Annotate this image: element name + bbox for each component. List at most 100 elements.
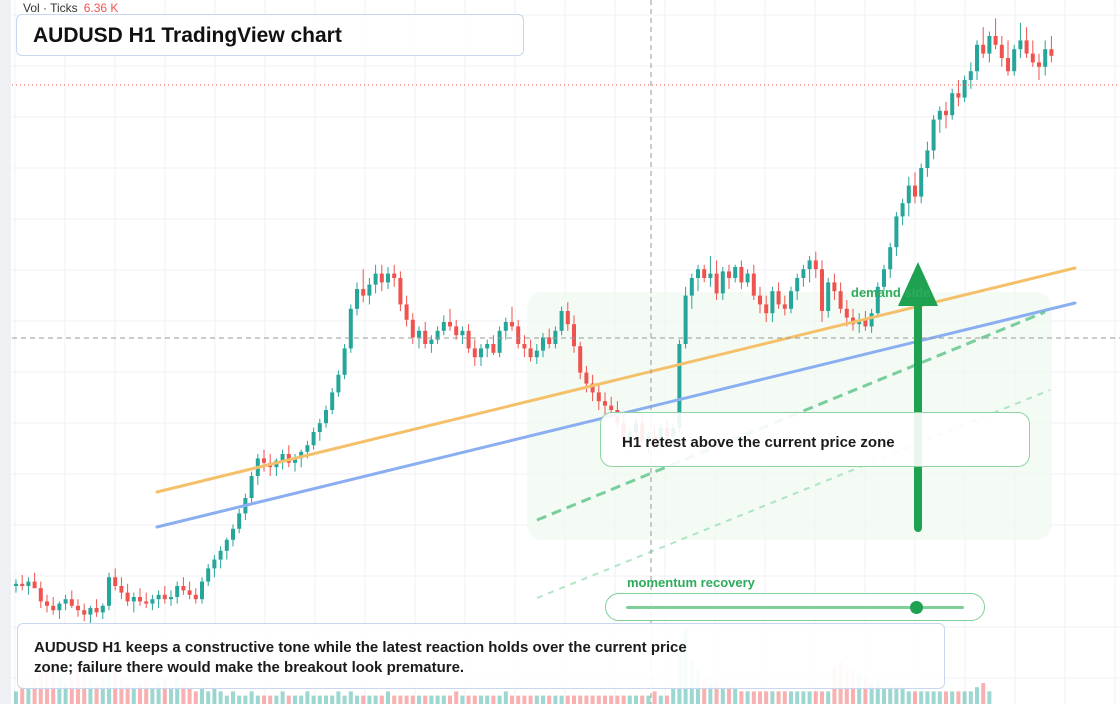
candle bbox=[448, 308, 452, 331]
volume-bar bbox=[435, 695, 440, 704]
candle-body bbox=[863, 319, 868, 327]
candle bbox=[218, 546, 223, 569]
candle-body bbox=[423, 330, 428, 344]
candle bbox=[485, 339, 490, 358]
candle-body bbox=[193, 594, 198, 600]
volume-bar bbox=[466, 695, 471, 704]
volume-bar bbox=[441, 695, 446, 704]
volume-bar bbox=[404, 695, 409, 704]
candle-body bbox=[107, 577, 111, 606]
candle bbox=[348, 304, 353, 353]
candle-body bbox=[913, 185, 917, 197]
title-box: AUDUSD H1 TradingView chart bbox=[16, 14, 524, 56]
candle-body bbox=[386, 273, 390, 283]
candle-body bbox=[553, 330, 558, 344]
candle-body bbox=[962, 80, 967, 98]
candle bbox=[466, 324, 471, 353]
candle bbox=[38, 581, 43, 608]
price-scale-strip bbox=[0, 0, 11, 704]
candle bbox=[175, 581, 180, 604]
volume-bar bbox=[138, 683, 142, 704]
candle bbox=[76, 599, 80, 617]
candle-body bbox=[231, 528, 235, 540]
volume-value: 6.36 K bbox=[83, 1, 119, 15]
candle bbox=[169, 590, 173, 606]
volume-bar bbox=[795, 691, 800, 704]
candle-body bbox=[944, 110, 948, 116]
candle bbox=[162, 586, 167, 604]
volume-bar bbox=[906, 691, 911, 704]
candle bbox=[373, 264, 378, 294]
candle-body bbox=[26, 581, 31, 586]
candle bbox=[423, 322, 428, 349]
candle-body bbox=[14, 583, 18, 586]
candle-body bbox=[609, 405, 614, 410]
volume-bar bbox=[634, 695, 638, 704]
candle-body bbox=[683, 295, 688, 344]
candle bbox=[708, 256, 713, 287]
candle-body bbox=[950, 93, 955, 116]
candle bbox=[454, 319, 459, 340]
candle bbox=[497, 326, 502, 358]
candle bbox=[119, 577, 124, 600]
candle-body bbox=[516, 326, 521, 344]
candle-body bbox=[534, 350, 539, 358]
candle-body bbox=[460, 330, 465, 336]
candle-body bbox=[20, 583, 25, 586]
candle bbox=[299, 449, 304, 468]
candle-body bbox=[813, 260, 818, 270]
volume-bar bbox=[826, 691, 831, 704]
candle-body bbox=[206, 568, 211, 582]
candle bbox=[138, 588, 142, 606]
volume-bar bbox=[231, 691, 235, 704]
candle bbox=[956, 80, 961, 107]
candle-body bbox=[764, 304, 769, 314]
candle bbox=[975, 40, 979, 80]
candle bbox=[367, 278, 372, 305]
candle bbox=[944, 102, 948, 129]
volume-bar bbox=[14, 691, 18, 704]
slider-knob[interactable] bbox=[910, 601, 924, 614]
candle bbox=[962, 75, 967, 102]
candle bbox=[472, 339, 477, 366]
candle bbox=[894, 212, 899, 256]
candle-body bbox=[937, 110, 942, 120]
candle bbox=[1030, 40, 1035, 67]
candle bbox=[720, 267, 725, 300]
volume-bar bbox=[479, 695, 483, 704]
candle bbox=[144, 592, 149, 608]
volume-bar bbox=[373, 695, 378, 704]
volume-bar bbox=[572, 695, 576, 704]
volume-label: Vol · Ticks bbox=[23, 1, 78, 15]
candle bbox=[503, 317, 508, 340]
volume-bar bbox=[615, 695, 620, 704]
candle bbox=[900, 198, 905, 226]
candle-body bbox=[224, 539, 229, 551]
volume-bar bbox=[330, 695, 335, 704]
volume-bar bbox=[361, 695, 366, 704]
volume-bar bbox=[26, 687, 31, 704]
volume-bar bbox=[714, 683, 719, 704]
candle-body bbox=[1024, 40, 1029, 54]
volume-bar bbox=[237, 695, 242, 704]
candle bbox=[181, 577, 186, 595]
candle-body bbox=[875, 286, 880, 314]
volume-bar bbox=[224, 695, 229, 704]
candle-body bbox=[51, 605, 56, 611]
volume-bar bbox=[274, 695, 279, 704]
volume-bar bbox=[448, 695, 452, 704]
candle bbox=[541, 333, 545, 358]
candle bbox=[683, 286, 688, 349]
momentum-slider[interactable] bbox=[605, 593, 985, 621]
candle bbox=[317, 418, 322, 441]
volume-bar bbox=[94, 683, 99, 704]
candle bbox=[224, 537, 229, 560]
volume-bar bbox=[541, 695, 545, 704]
candle-body bbox=[1018, 40, 1023, 50]
volume-bar bbox=[559, 695, 564, 704]
volume-bar bbox=[776, 691, 781, 704]
candle-body bbox=[156, 594, 161, 600]
candle-body bbox=[454, 326, 459, 336]
candle-body bbox=[727, 271, 731, 278]
candle bbox=[125, 583, 130, 606]
